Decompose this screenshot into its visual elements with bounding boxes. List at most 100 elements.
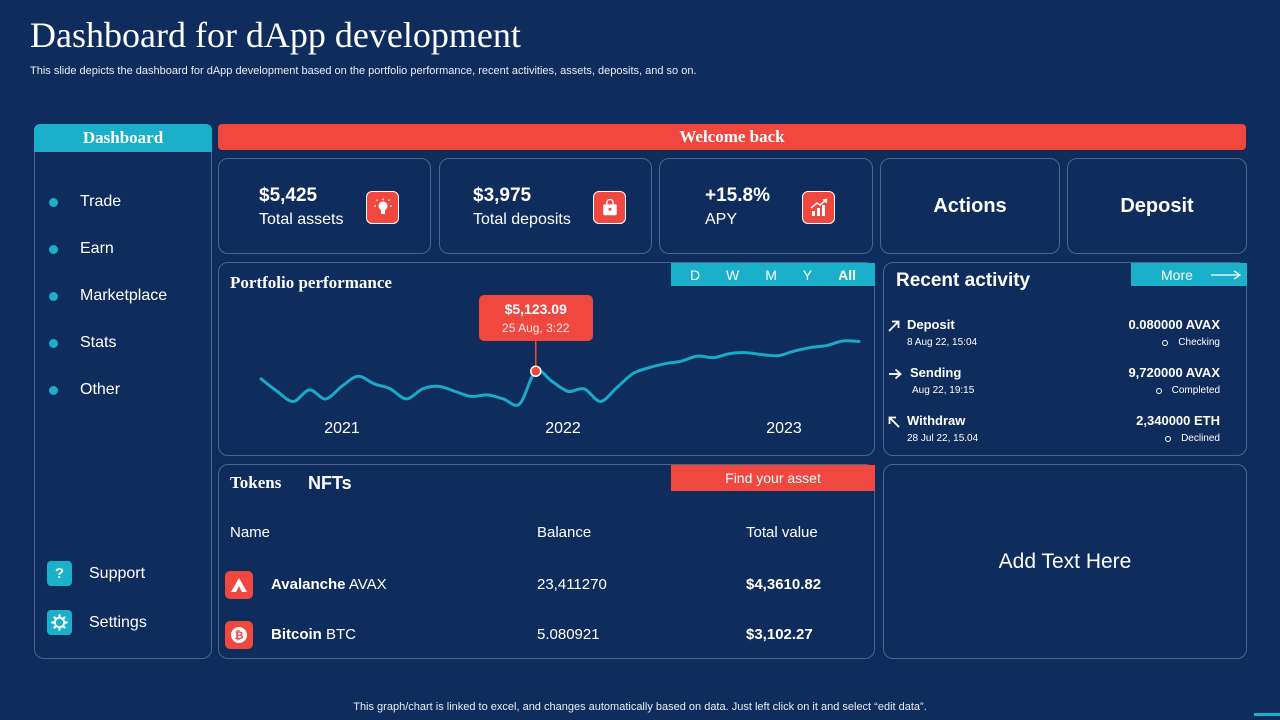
support-button[interactable]: ? Support	[47, 561, 145, 586]
table-row[interactable]: ₿ Bitcoin BTC 5.080921 $3,102.27	[219, 621, 874, 649]
activity-status: Declined	[1165, 433, 1220, 444]
activity-name: Withdraw	[907, 413, 966, 428]
apy-value: +15.8%	[705, 185, 770, 206]
token-name-bold: Avalanche	[271, 576, 346, 593]
total-assets-card: $5,425 Total assets	[218, 158, 431, 254]
sidebar-item-marketplace[interactable]: Marketplace	[49, 286, 167, 306]
period-day[interactable]: D	[689, 266, 701, 283]
arrow-right-icon	[889, 368, 902, 380]
token-symbol: BTC	[326, 626, 357, 643]
bitcoin-icon: ₿	[225, 621, 253, 649]
activity-date: 28 Jul 22, 15.04	[907, 433, 979, 444]
portfolio-chart: 2021 2022 2023	[259, 339, 861, 437]
sidebar-item-stats[interactable]: Stats	[49, 333, 116, 353]
question-icon: ?	[47, 561, 72, 586]
more-label: More	[1161, 266, 1193, 283]
status-circle-icon	[1155, 387, 1162, 394]
recent-activity-panel: Recent activity More Deposit 8 Aug 22, 1…	[883, 262, 1247, 456]
period-selector: D W M Y All	[671, 263, 875, 286]
sidebar-item-other[interactable]: Other	[49, 380, 120, 400]
token-name: Avalanche AVAX	[271, 576, 387, 593]
total-assets-value: $5,425	[259, 185, 318, 206]
activity-row[interactable]: Withdraw 28 Jul 22, 15.04 2,340000 ETH D…	[884, 413, 1246, 453]
tokens-panel: Tokens NFTs Find your asset Name Balance…	[218, 464, 875, 659]
portfolio-title: Portfolio performance	[230, 273, 392, 292]
page-title: Dashboard for dApp development	[30, 15, 521, 55]
column-header-balance: Balance	[537, 524, 592, 541]
period-month[interactable]: M	[765, 266, 777, 283]
token-symbol: AVAX	[348, 576, 387, 593]
x-tick-label: 2022	[545, 420, 581, 437]
table-row[interactable]: Avalanche AVAX 23,411270 $4,3610.82	[219, 571, 874, 599]
deposit-button[interactable]: Deposit	[1067, 158, 1247, 254]
more-button[interactable]: More	[1131, 263, 1247, 286]
settings-button[interactable]: Settings	[47, 610, 147, 635]
activity-name: Sending	[910, 365, 962, 380]
sidebar: Dashboard Trade Earn Marketplace Stats O…	[34, 124, 212, 659]
bullet-dot-icon	[49, 291, 58, 301]
footer-note: This graph/chart is linked to excel, and…	[353, 701, 927, 713]
corner-accent	[1254, 713, 1280, 716]
bullet-dot-icon	[49, 244, 58, 254]
token-balance: 23,411270	[537, 576, 607, 593]
sidebar-item-label: Marketplace	[80, 287, 168, 304]
apy-card: +15.8% APY	[659, 158, 873, 254]
sidebar-item-trade[interactable]: Trade	[49, 192, 121, 212]
arrow-up-right-icon	[888, 320, 900, 332]
total-assets-label: Total assets	[259, 211, 344, 228]
activity-status-label: Checking	[1178, 337, 1220, 348]
period-all[interactable]: All	[838, 266, 856, 283]
activity-row[interactable]: Deposit 8 Aug 22, 15:04 0.080000 AVAX Ch…	[884, 317, 1246, 357]
portfolio-line	[259, 339, 861, 407]
activity-name: Deposit	[907, 317, 955, 332]
find-asset-button[interactable]: Find your asset	[671, 465, 875, 491]
total-deposits-value: $3,975	[473, 185, 532, 206]
highlight-point	[530, 365, 542, 377]
activity-amount: 2,340000 ETH	[1136, 413, 1220, 428]
bag-icon	[593, 191, 626, 224]
x-tick-label: 2023	[766, 420, 802, 437]
sidebar-item-earn[interactable]: Earn	[49, 239, 114, 259]
period-year[interactable]: Y	[802, 266, 813, 283]
token-balance: 5.080921	[537, 626, 600, 643]
period-week[interactable]: W	[726, 266, 740, 283]
status-circle-icon	[1165, 435, 1172, 442]
activity-amount: 9,720000 AVAX	[1128, 365, 1220, 380]
activity-status: Completed	[1155, 385, 1220, 396]
bullet-dot-icon	[49, 385, 58, 395]
tooltip-value: $5,123.09	[504, 301, 567, 317]
token-total-value: $3,102.27	[746, 626, 813, 643]
lightbulb-icon	[366, 191, 399, 224]
activity-amount: 0.080000 AVAX	[1128, 317, 1220, 332]
chart-tooltip: $5,123.09 25 Aug, 3:22	[478, 295, 593, 341]
apy-label: APY	[705, 211, 738, 228]
tab-nfts[interactable]: NFTs	[308, 473, 352, 493]
total-deposits-label: Total deposits	[473, 211, 571, 228]
activity-status-label: Declined	[1181, 433, 1220, 444]
actions-button[interactable]: Actions	[880, 158, 1060, 254]
arrow-up-left-icon	[888, 416, 900, 428]
recent-activity-title: Recent activity	[896, 270, 1031, 291]
column-header-name: Name	[230, 524, 271, 541]
status-circle-icon	[1162, 339, 1169, 346]
sidebar-item-label: Other	[80, 381, 121, 398]
activity-status: Checking	[1162, 337, 1220, 348]
bullet-dot-icon	[49, 197, 58, 207]
activity-date: 8 Aug 22, 15:04	[907, 337, 978, 348]
welcome-banner: Welcome back	[218, 124, 1246, 150]
portfolio-panel: 2021 2022 2023 Portfolio performance D W…	[218, 262, 875, 456]
avalanche-icon	[225, 571, 253, 599]
token-name: Bitcoin BTC	[271, 626, 356, 643]
long-arrow-right-icon	[1210, 269, 1241, 280]
sidebar-header: Dashboard	[34, 124, 212, 152]
activity-date: Aug 22, 19:15	[912, 385, 975, 396]
gear-icon	[47, 610, 72, 635]
tab-tokens[interactable]: Tokens	[230, 473, 282, 492]
x-tick-label: 2021	[324, 420, 360, 437]
activity-row[interactable]: Sending Aug 22, 19:15 9,720000 AVAX Comp…	[884, 365, 1246, 405]
page-subtitle: This slide depicts the dashboard for dAp…	[30, 65, 697, 77]
activity-status-label: Completed	[1171, 385, 1220, 396]
settings-label: Settings	[89, 613, 147, 631]
sidebar-item-label: Trade	[80, 193, 122, 210]
text-placeholder: Add Text Here	[883, 464, 1247, 659]
